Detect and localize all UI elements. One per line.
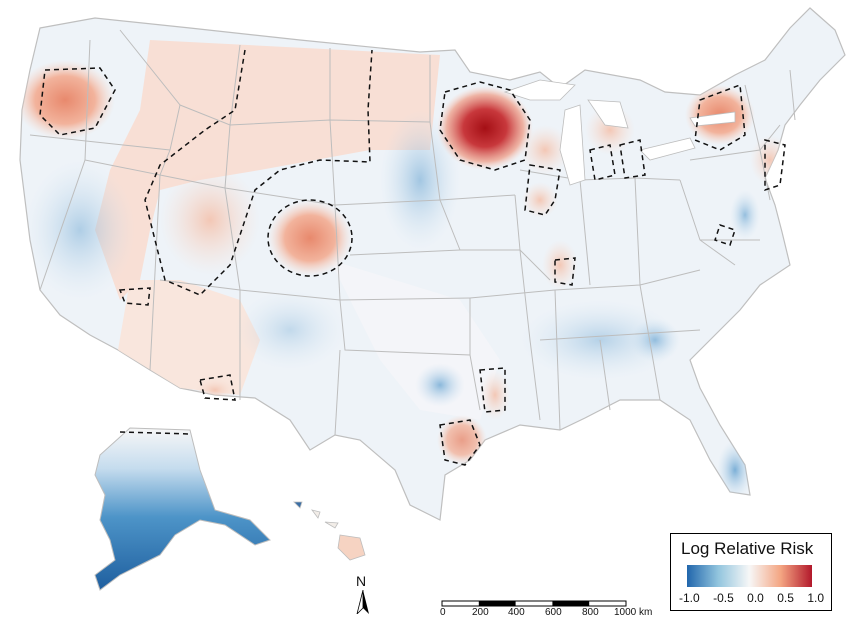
scale-bar (441, 600, 627, 607)
legend-tick: 1.0 (807, 591, 824, 605)
north-arrow-icon (356, 590, 369, 614)
legend-color-bar (687, 565, 812, 587)
scale-tick: 0 (440, 607, 446, 618)
legend-tick: 0.0 (747, 591, 764, 605)
legend-ticks: -1.0 -0.5 0.0 0.5 1.0 (679, 591, 824, 605)
north-label: N (356, 573, 367, 589)
legend: Log Relative Risk -1.0 -0.5 0.0 0.5 1.0 (670, 533, 832, 611)
great-lakes (503, 79, 736, 186)
scale-tick: 200 (472, 607, 489, 618)
legend-tick: 0.5 (777, 591, 794, 605)
legend-title: Log Relative Risk (681, 539, 814, 558)
scale-tick: 800 (582, 607, 599, 618)
scale-tick: 1000 km (614, 607, 653, 618)
scale-tick: 600 (545, 607, 562, 618)
legend-tick: -1.0 (679, 591, 700, 605)
alaska-shape (94, 427, 271, 591)
risk-surface (20, 40, 790, 500)
scale-tick: 400 (508, 607, 525, 618)
state-borders (29, 29, 796, 436)
legend-tick: -0.5 (713, 591, 734, 605)
hawaii-shape (293, 501, 366, 561)
